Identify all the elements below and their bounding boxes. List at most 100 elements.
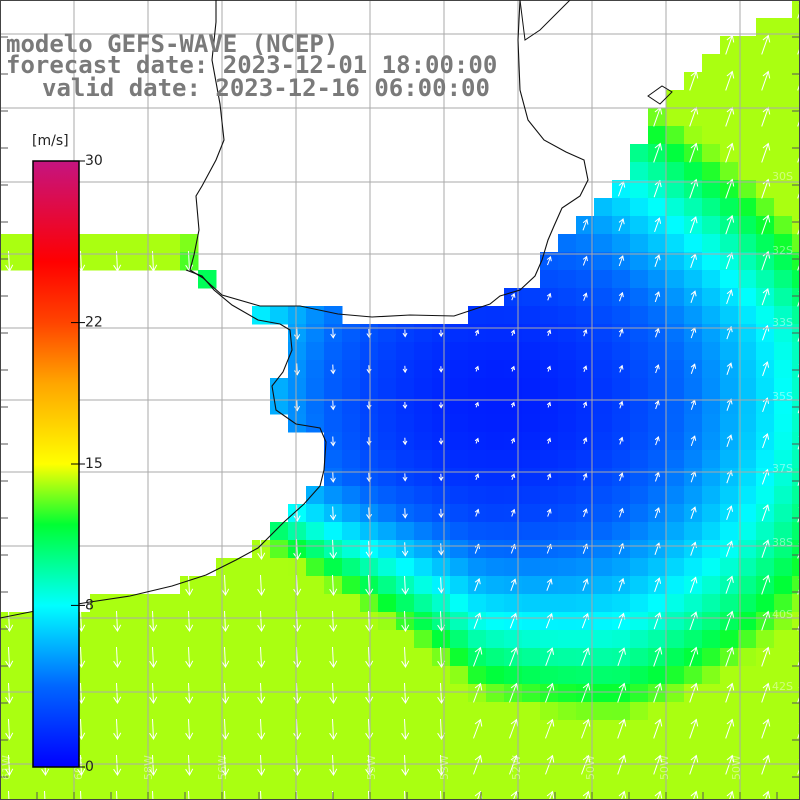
wind-cell bbox=[396, 630, 415, 649]
wind-cell bbox=[558, 432, 577, 451]
wind-cell bbox=[684, 234, 703, 253]
wind-arrow bbox=[617, 718, 627, 739]
wind-cell bbox=[648, 792, 667, 800]
wind-arrow bbox=[473, 612, 482, 629]
wind-cell bbox=[774, 126, 793, 145]
wind-cell bbox=[432, 342, 451, 361]
wind-cell bbox=[0, 234, 19, 253]
wind-cell bbox=[360, 630, 379, 649]
wind-cell bbox=[738, 360, 757, 379]
wind-cell bbox=[306, 504, 325, 523]
wind-cell bbox=[792, 450, 800, 469]
wind-arrow bbox=[690, 435, 697, 447]
wind-cell bbox=[198, 270, 217, 289]
wind-cell bbox=[666, 666, 685, 685]
wind-cell bbox=[504, 450, 523, 469]
wind-cell bbox=[288, 774, 307, 793]
wind-arrow bbox=[510, 401, 515, 408]
wind-cell bbox=[630, 504, 649, 523]
wind-cell bbox=[18, 720, 37, 739]
wind-cell bbox=[630, 666, 649, 685]
wind-arrow bbox=[330, 328, 336, 339]
wind-cell bbox=[486, 396, 505, 415]
wind-cell bbox=[378, 540, 397, 559]
wind-cell bbox=[792, 0, 800, 19]
wind-cell bbox=[414, 378, 433, 397]
wind-arrow bbox=[654, 364, 660, 374]
wind-arrow bbox=[797, 74, 800, 91]
wind-cell bbox=[702, 576, 721, 595]
wind-cell bbox=[666, 126, 685, 145]
wind-cell bbox=[234, 630, 253, 649]
wind-cell bbox=[306, 648, 325, 667]
wind-arrow bbox=[437, 577, 445, 594]
wind-cell bbox=[720, 162, 739, 181]
wind-cell bbox=[414, 432, 433, 451]
wind-cell bbox=[738, 486, 757, 505]
wind-cell bbox=[630, 144, 649, 163]
wind-arrow bbox=[509, 718, 519, 739]
wind-arrow bbox=[545, 718, 555, 739]
wind-cell bbox=[612, 342, 631, 361]
wind-cell bbox=[792, 432, 800, 451]
wind-cell bbox=[648, 162, 667, 181]
wind-cell bbox=[486, 432, 505, 451]
wind-cell bbox=[774, 342, 793, 361]
wind-arrow bbox=[188, 790, 190, 800]
wind-cell bbox=[234, 648, 253, 667]
wind-cell bbox=[648, 270, 667, 289]
wind-cell bbox=[486, 378, 505, 397]
wind-cell bbox=[612, 270, 631, 289]
wind-arrow bbox=[329, 754, 338, 776]
wind-arrow bbox=[653, 179, 662, 198]
wind-cell bbox=[198, 756, 217, 775]
wind-cell bbox=[450, 738, 469, 757]
wind-cell bbox=[522, 756, 541, 775]
wind-arrow bbox=[365, 718, 374, 740]
wind-cell bbox=[432, 594, 451, 613]
wind-cell bbox=[234, 594, 253, 613]
wind-cell bbox=[702, 270, 721, 289]
wind-arrow bbox=[474, 365, 480, 372]
wind-cell bbox=[324, 774, 343, 793]
wind-arrow bbox=[402, 473, 408, 482]
wind-cell bbox=[450, 774, 469, 793]
wind-cell bbox=[792, 216, 800, 235]
wind-arrow bbox=[761, 250, 771, 271]
wind-cell bbox=[792, 108, 800, 127]
wind-cell bbox=[288, 594, 307, 613]
wind-cell bbox=[540, 378, 559, 397]
wind-cell bbox=[576, 774, 595, 793]
wind-cell bbox=[612, 234, 631, 253]
wind-cell bbox=[774, 720, 793, 739]
wind-cell bbox=[774, 414, 793, 433]
wind-arrow bbox=[761, 142, 771, 163]
wind-arrow bbox=[152, 790, 154, 800]
wind-arrow bbox=[510, 790, 519, 800]
wind-cell bbox=[522, 630, 541, 649]
wind-cell bbox=[774, 396, 793, 415]
longitude-label: 55W bbox=[365, 755, 378, 780]
wind-cell bbox=[90, 234, 109, 253]
wind-cell bbox=[756, 702, 775, 721]
wind-cell bbox=[558, 612, 577, 631]
wind-cell bbox=[504, 522, 523, 541]
wind-arrow bbox=[510, 365, 516, 372]
wind-cell bbox=[270, 738, 289, 757]
wind-cell bbox=[522, 594, 541, 613]
wind-cell bbox=[594, 594, 613, 613]
wind-arrow bbox=[689, 682, 699, 703]
wind-cell bbox=[558, 504, 577, 523]
wind-cell bbox=[18, 756, 37, 775]
wind-cell bbox=[738, 324, 757, 343]
wind-cell bbox=[162, 684, 181, 703]
wind-arrow bbox=[725, 682, 735, 703]
wind-arrow bbox=[653, 718, 663, 739]
wind-arrow bbox=[257, 610, 266, 632]
wind-cell bbox=[234, 774, 253, 793]
latitude-label: 40S bbox=[772, 608, 793, 621]
wind-cell bbox=[774, 450, 793, 469]
wind-cell bbox=[378, 342, 397, 361]
wind-cell bbox=[792, 198, 800, 217]
wind-cell bbox=[774, 180, 793, 199]
